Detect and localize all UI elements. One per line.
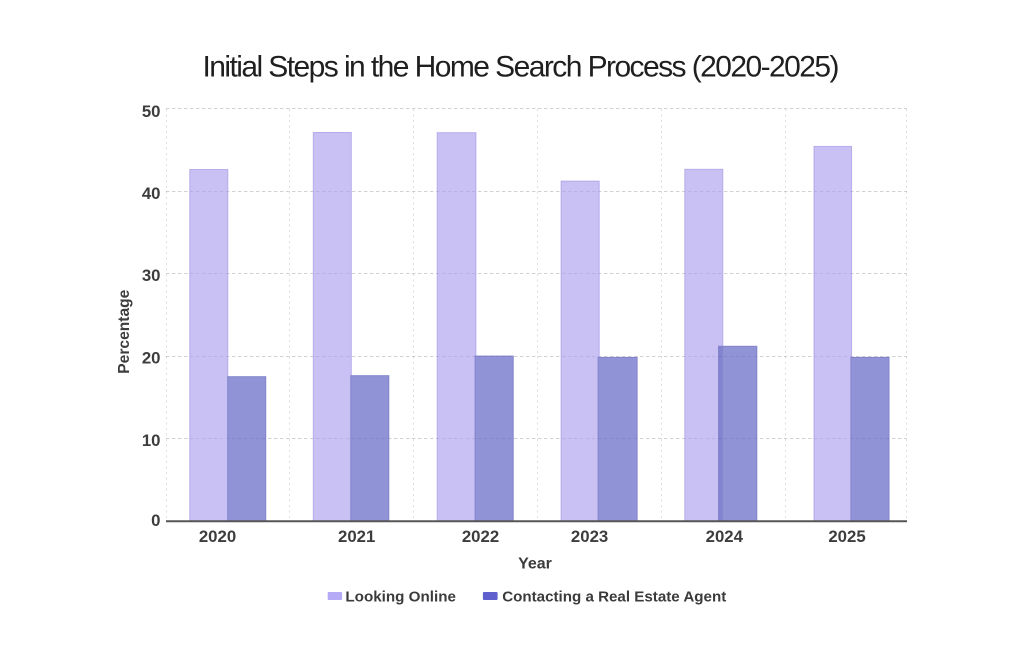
svg-text:2025: 2025	[828, 527, 865, 546]
svg-text:Initial Steps in the Home Sear: Initial Steps in the Home Search Process…	[203, 51, 839, 84]
svg-text:2023: 2023	[571, 527, 608, 546]
svg-text:40: 40	[142, 184, 161, 203]
svg-text:50: 50	[142, 102, 161, 121]
svg-text:30: 30	[142, 266, 161, 285]
svg-text:2020: 2020	[199, 527, 236, 546]
svg-text:20: 20	[142, 349, 161, 368]
svg-text:Year: Year	[518, 556, 552, 573]
svg-text:0: 0	[151, 511, 160, 530]
svg-text:Contacting a Real Estate Agent: Contacting a Real Estate Agent	[502, 589, 726, 606]
svg-text:Percentage: Percentage	[116, 289, 133, 373]
svg-text:2022: 2022	[462, 527, 499, 546]
svg-text:2024: 2024	[706, 527, 744, 546]
svg-text:10: 10	[142, 431, 161, 450]
svg-text:Looking Online: Looking Online	[345, 589, 456, 606]
svg-text:2021: 2021	[338, 527, 375, 546]
